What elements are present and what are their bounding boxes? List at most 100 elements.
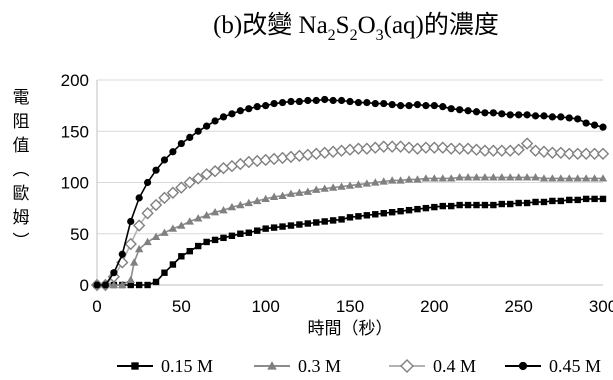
data-point [481,201,489,209]
legend: 0.15 M 0.3 M 0.4 M 0.45 M [117,356,601,376]
data-point [313,219,320,226]
y-tick-label: 200 [61,71,89,90]
data-point [397,208,404,215]
x-tick-label: 50 [172,297,191,316]
data-point [296,221,303,228]
data-point [210,208,220,216]
data-point [540,198,548,206]
data-point [588,147,601,160]
data-point [582,119,590,127]
data-point [497,173,506,181]
data-point [208,165,222,178]
y-tick-label: 50 [70,225,89,244]
data-point [101,281,110,289]
data-point [202,211,211,219]
data-point [565,114,573,122]
data-point [169,148,177,156]
data-point [522,173,532,181]
series-line [97,198,603,286]
data-point [419,141,433,154]
data-point [453,142,466,155]
x-tick-label: 300 [589,297,613,316]
data-point [185,217,194,225]
data-point [565,174,574,182]
data-point [253,196,262,205]
data-point [507,200,514,208]
data-point [135,194,143,202]
data-point [211,117,219,125]
data-point [267,361,277,370]
data-point [456,201,463,209]
y-tick-label: 0 [80,276,89,295]
data-point [388,209,396,216]
data-point [194,127,202,135]
data-point [225,159,239,173]
data-point [236,200,245,209]
data-point [178,253,185,260]
data-point [152,278,160,286]
data-point [506,173,515,181]
data-point [464,201,472,209]
data-point [131,362,139,370]
data-point [402,141,416,154]
x-tick-label: 0 [92,297,101,316]
data-point [227,202,237,211]
data-point [192,172,205,185]
data-point [515,199,522,207]
data-point [219,205,228,214]
data-point [175,181,188,194]
data-point [414,205,421,213]
data-point [254,227,261,234]
data-point [144,281,151,289]
data-point [109,280,119,289]
data-point [355,213,362,220]
data-point [413,101,422,109]
legend-item: 0.15 M [117,356,213,376]
data-point [141,207,154,220]
data-point [304,220,312,227]
data-point [531,112,540,120]
data-point [472,173,481,181]
data-point [514,173,523,181]
data-point [515,111,523,119]
data-point [352,142,365,155]
data-point [295,97,303,106]
data-point [445,142,458,155]
data-point [169,261,177,268]
data-point [387,176,397,184]
data-point [346,97,354,106]
legend-item: 0.45 M [505,356,601,376]
data-point [270,224,278,231]
data-point [455,173,464,181]
data-point [489,173,498,181]
data-point [253,103,261,111]
data-point [422,204,430,212]
data-point [228,232,236,239]
data-point [380,99,388,108]
data-point [220,234,227,242]
data-point [532,198,539,206]
data-point [371,178,380,186]
data-point [404,175,414,183]
data-point [520,137,534,150]
data-point [279,223,286,230]
data-point [295,188,304,196]
data-point [396,176,405,184]
y-axis-title-char: 阻 [13,112,30,132]
y-axis-title-char: 姆 [13,208,30,228]
data-point [236,107,244,115]
data-point [498,110,506,118]
data-point [134,244,144,253]
data-point [194,214,203,222]
data-point [428,141,441,154]
data-point [456,106,464,114]
data-point [200,168,213,181]
data-point [110,269,118,277]
data-point [397,102,405,110]
y-tick-label: 100 [61,174,89,193]
y-axis-title-char: ︶ [13,232,30,252]
x-tick-label: 250 [504,297,532,316]
data-point [436,141,449,154]
x-tick-label: 200 [420,297,448,316]
